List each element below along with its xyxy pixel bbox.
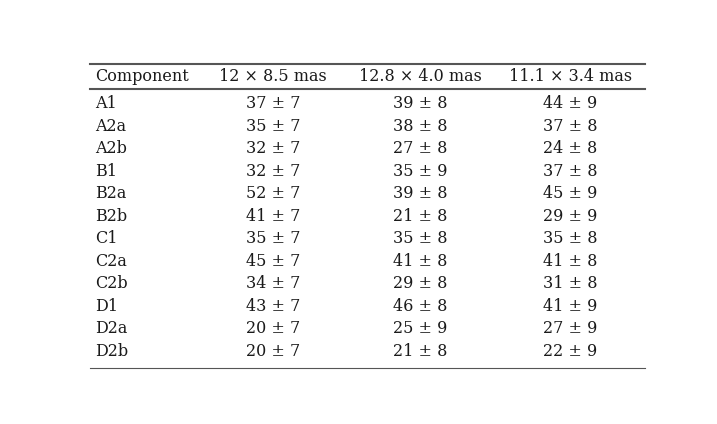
Text: 37 ± 8: 37 ± 8 (543, 163, 597, 180)
Text: 32 ± 7: 32 ± 7 (246, 140, 300, 157)
Text: C2b: C2b (95, 275, 128, 292)
Text: B2a: B2a (95, 185, 127, 202)
Text: 29 ± 9: 29 ± 9 (543, 208, 597, 225)
Text: 45 ± 9: 45 ± 9 (543, 185, 597, 202)
Text: 12 × 8.5 mas: 12 × 8.5 mas (219, 68, 327, 85)
Text: 35 ± 8: 35 ± 8 (393, 230, 447, 247)
Text: 35 ± 7: 35 ± 7 (246, 230, 300, 247)
Text: 39 ± 8: 39 ± 8 (393, 185, 447, 202)
Text: Component: Component (95, 68, 189, 85)
Text: 37 ± 8: 37 ± 8 (543, 118, 597, 135)
Text: 39 ± 8: 39 ± 8 (393, 95, 447, 112)
Text: 41 ± 7: 41 ± 7 (246, 208, 300, 225)
Text: B1: B1 (95, 163, 117, 180)
Text: 25 ± 9: 25 ± 9 (393, 320, 447, 337)
Text: 38 ± 8: 38 ± 8 (393, 118, 447, 135)
Text: 20 ± 7: 20 ± 7 (246, 343, 300, 360)
Text: 41 ± 9: 41 ± 9 (543, 298, 597, 315)
Text: C2a: C2a (95, 253, 127, 270)
Text: 46 ± 8: 46 ± 8 (393, 298, 447, 315)
Text: A2b: A2b (95, 140, 127, 157)
Text: 27 ± 9: 27 ± 9 (543, 320, 597, 337)
Text: 41 ± 8: 41 ± 8 (543, 253, 597, 270)
Text: 41 ± 8: 41 ± 8 (393, 253, 447, 270)
Text: 43 ± 7: 43 ± 7 (246, 298, 300, 315)
Text: 21 ± 8: 21 ± 8 (393, 208, 447, 225)
Text: 35 ± 9: 35 ± 9 (393, 163, 447, 180)
Text: B2b: B2b (95, 208, 128, 225)
Text: 21 ± 8: 21 ± 8 (393, 343, 447, 360)
Text: 22 ± 9: 22 ± 9 (543, 343, 597, 360)
Text: D1: D1 (95, 298, 118, 315)
Text: 37 ± 7: 37 ± 7 (246, 95, 300, 112)
Text: 27 ± 8: 27 ± 8 (393, 140, 447, 157)
Text: 52 ± 7: 52 ± 7 (246, 185, 300, 202)
Text: 12.8 × 4.0 mas: 12.8 × 4.0 mas (358, 68, 482, 85)
Text: 29 ± 8: 29 ± 8 (393, 275, 447, 292)
Text: 11.1 × 3.4 mas: 11.1 × 3.4 mas (509, 68, 632, 85)
Text: 34 ± 7: 34 ± 7 (246, 275, 300, 292)
Text: 24 ± 8: 24 ± 8 (543, 140, 597, 157)
Text: 31 ± 8: 31 ± 8 (543, 275, 597, 292)
Text: 35 ± 7: 35 ± 7 (246, 118, 300, 135)
Text: A1: A1 (95, 95, 117, 112)
Text: 44 ± 9: 44 ± 9 (543, 95, 597, 112)
Text: 32 ± 7: 32 ± 7 (246, 163, 300, 180)
Text: 20 ± 7: 20 ± 7 (246, 320, 300, 337)
Text: D2b: D2b (95, 343, 128, 360)
Text: 35 ± 8: 35 ± 8 (543, 230, 597, 247)
Text: C1: C1 (95, 230, 118, 247)
Text: 45 ± 7: 45 ± 7 (246, 253, 300, 270)
Text: A2a: A2a (95, 118, 126, 135)
Text: D2a: D2a (95, 320, 128, 337)
